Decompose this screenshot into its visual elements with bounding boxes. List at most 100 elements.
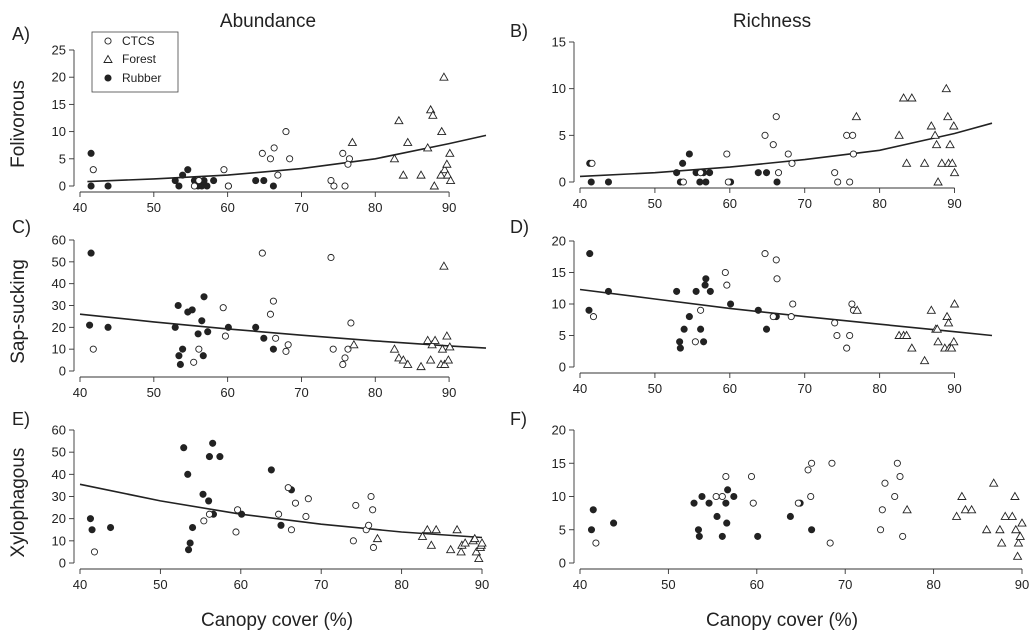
forest-point bbox=[425, 355, 436, 364]
x-tick-label: 60 bbox=[220, 200, 234, 215]
rubber-point bbox=[610, 519, 618, 527]
y-tick-label: 5 bbox=[559, 328, 566, 343]
rubber-point bbox=[702, 178, 710, 186]
ctcs-point bbox=[723, 281, 731, 289]
rubber-point bbox=[773, 178, 781, 186]
rubber-point bbox=[701, 281, 709, 289]
ctcs-point bbox=[773, 275, 781, 283]
rubber-point bbox=[604, 287, 613, 295]
x-tick-label: 50 bbox=[147, 200, 161, 215]
x-tick-label: 80 bbox=[368, 200, 382, 215]
forest-point bbox=[1015, 531, 1026, 540]
ctcs-point bbox=[287, 526, 296, 534]
x-tick-label: 50 bbox=[648, 381, 662, 396]
ctcs-point bbox=[367, 492, 375, 501]
legend-rubber-marker bbox=[104, 74, 112, 82]
ctcs-point bbox=[369, 543, 378, 552]
forest-point bbox=[398, 355, 409, 364]
rubber-point bbox=[205, 453, 213, 461]
rubber-point bbox=[260, 334, 268, 342]
rubber-point bbox=[700, 338, 708, 346]
forest-point bbox=[901, 158, 912, 167]
ctcs-point bbox=[344, 160, 352, 168]
forest-point bbox=[930, 130, 940, 139]
x-tick-label: 60 bbox=[750, 577, 764, 592]
y-axis-label: Xylophagous bbox=[8, 448, 29, 558]
y-tick-label: 0 bbox=[59, 179, 66, 194]
forest-point bbox=[436, 126, 447, 136]
panel-f: F) 0 5 10 15 20 40 50 60 70 80 90 bbox=[510, 409, 1029, 592]
forest-point bbox=[949, 336, 959, 346]
forest-point bbox=[907, 93, 917, 102]
ctcs-point bbox=[224, 182, 232, 190]
forest-point bbox=[949, 121, 959, 130]
rubber-point bbox=[727, 300, 735, 308]
ctcs-point bbox=[282, 128, 290, 136]
ctcs-point bbox=[327, 253, 335, 262]
ctcs-point bbox=[190, 358, 198, 366]
forest-point bbox=[389, 153, 400, 163]
y-tick-label: 5 bbox=[559, 522, 566, 537]
forest-point bbox=[456, 547, 466, 556]
rubber-point bbox=[808, 526, 816, 534]
forest-point bbox=[949, 167, 960, 177]
x-tick-label: 80 bbox=[394, 577, 408, 592]
ctcs-point bbox=[269, 297, 277, 305]
ctcs-point bbox=[899, 532, 907, 540]
panel-label: F) bbox=[510, 409, 527, 429]
forest-point bbox=[445, 544, 456, 554]
ctcs-point bbox=[846, 331, 854, 340]
y-tick-label: 5 bbox=[59, 151, 66, 166]
rubber-point bbox=[713, 512, 721, 521]
forest-point bbox=[943, 111, 953, 121]
forest-point bbox=[995, 524, 1005, 534]
forest-point bbox=[1012, 551, 1023, 560]
rubber-point bbox=[184, 470, 192, 478]
forest-point bbox=[437, 344, 448, 353]
ctcs-point bbox=[352, 501, 360, 509]
x-tick-label: 50 bbox=[648, 196, 662, 211]
rubber-point bbox=[180, 444, 188, 452]
ctcs-point bbox=[849, 131, 857, 139]
y-tick-label: 0 bbox=[559, 360, 566, 375]
panel-label: B) bbox=[510, 21, 528, 41]
forest-point bbox=[428, 110, 438, 119]
legend: CTCS Forest Rubber bbox=[91, 31, 179, 93]
ctcs-point bbox=[896, 472, 904, 481]
forest-point bbox=[417, 531, 428, 540]
y-tick-label: 50 bbox=[52, 254, 66, 269]
rubber-point bbox=[204, 328, 212, 336]
panel-b: B) 0 5 10 15 40 50 60 70 80 90 bbox=[510, 21, 993, 211]
rubber-point bbox=[690, 499, 698, 507]
rubber-point bbox=[88, 526, 96, 534]
rubber-point bbox=[104, 323, 112, 331]
ctcs-point bbox=[347, 319, 355, 327]
rubber-point bbox=[199, 490, 207, 498]
y-axis-label: Sap-sucking bbox=[8, 259, 29, 364]
y-tick-label: 15 bbox=[552, 265, 566, 280]
rubber-point bbox=[184, 166, 192, 174]
y-tick-label: 10 bbox=[52, 124, 66, 139]
rubber-point bbox=[679, 159, 687, 167]
y-tick-label: 50 bbox=[52, 445, 66, 460]
ctcs-point bbox=[679, 178, 687, 186]
rubber-point bbox=[586, 250, 594, 258]
rubber-point bbox=[174, 301, 182, 310]
ctcs-point bbox=[266, 310, 275, 318]
forest-point bbox=[1017, 518, 1027, 527]
x-tick-label: 70 bbox=[838, 577, 852, 592]
ctcs-point bbox=[270, 144, 278, 152]
rubber-point bbox=[267, 466, 275, 474]
rubber-point bbox=[186, 539, 194, 547]
ctcs-point bbox=[365, 521, 373, 529]
rubber-point bbox=[685, 150, 693, 158]
y-tick-label: 20 bbox=[52, 320, 66, 335]
ctcs-point bbox=[891, 492, 899, 501]
rubber-point bbox=[722, 499, 730, 507]
rubber-point bbox=[87, 249, 95, 257]
rubber-point bbox=[179, 171, 187, 179]
x-tick-label: 90 bbox=[947, 381, 961, 396]
rubber-point bbox=[589, 506, 597, 514]
ctcs-point bbox=[712, 492, 720, 501]
ctcs-point bbox=[330, 182, 338, 190]
